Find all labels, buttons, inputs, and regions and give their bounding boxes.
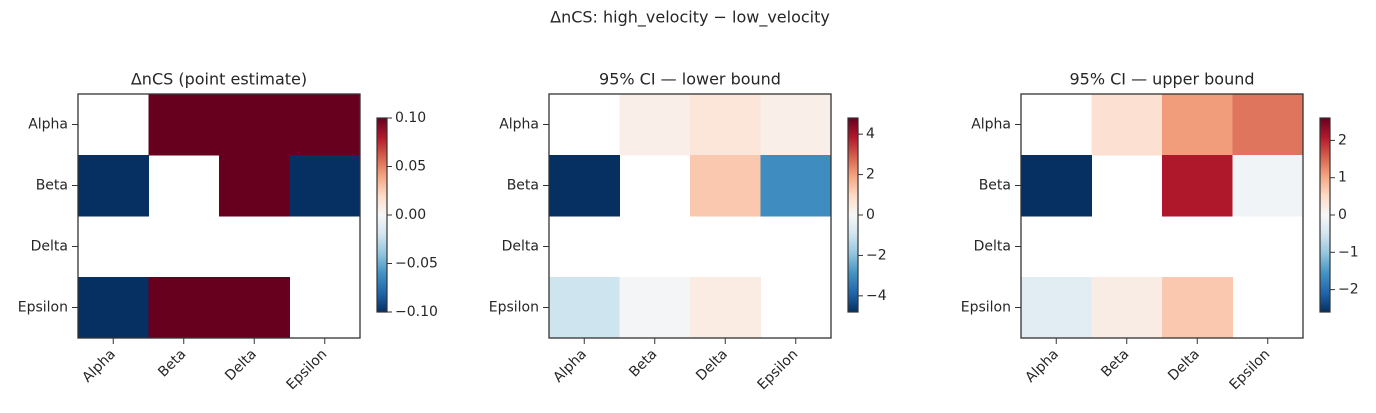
heatmap-cell xyxy=(760,155,832,217)
colorbar-tick-label: −2 xyxy=(866,247,887,263)
heatmap-cell xyxy=(549,277,620,339)
x-tick-label: Beta xyxy=(155,346,189,380)
heatmap-cell xyxy=(78,277,149,339)
axes-frame xyxy=(548,93,832,339)
heatmap-cell xyxy=(1232,155,1304,217)
heatmap-cell xyxy=(1091,94,1163,156)
y-tick-label: Delta xyxy=(31,239,68,255)
colorbar-tick-label: 1 xyxy=(1338,170,1347,186)
y-tick-label: Epsilon xyxy=(489,300,539,316)
axes-title: ΔnCS (point estimate) xyxy=(131,70,307,89)
heatmap-cell xyxy=(148,277,220,339)
colorbar-tick-label: −0.05 xyxy=(395,256,438,272)
y-tick-label: Epsilon xyxy=(961,300,1011,316)
axes-title: 95% CI — upper bound xyxy=(1069,70,1254,89)
heatmap-cell xyxy=(1232,94,1304,156)
heatmap-cell xyxy=(289,94,361,156)
heatmap-cell xyxy=(549,155,620,217)
heatmap-cell xyxy=(1162,155,1233,217)
y-tick-label: Beta xyxy=(507,178,539,194)
colorbar-tick-label: 0.05 xyxy=(395,159,426,175)
colorbar xyxy=(847,117,859,313)
heatmap-cell xyxy=(690,94,761,156)
y-tick-label: Delta xyxy=(502,239,539,255)
colorbar-tick-label: 0 xyxy=(866,207,875,223)
heatmap-cell xyxy=(219,94,290,156)
heatmap-cell xyxy=(1162,277,1233,339)
y-tick-label: Delta xyxy=(974,239,1011,255)
colorbar-tick-label: −2 xyxy=(1338,282,1359,298)
heatmap-cell xyxy=(619,94,691,156)
x-tick-label: Delta xyxy=(222,346,260,384)
heatmap-cell xyxy=(289,155,361,217)
heatmap-cell xyxy=(1021,155,1092,217)
heatmap-cell xyxy=(619,277,691,339)
x-tick-label: Beta xyxy=(1098,346,1132,380)
heatmap-cell xyxy=(690,155,761,217)
x-tick-label: Epsilon xyxy=(755,346,802,393)
colorbar-tick-label: −0.10 xyxy=(395,304,438,320)
figure-title: ΔnCS: high_velocity − low_velocity xyxy=(550,8,830,28)
colorbar-tick-label: 0.00 xyxy=(395,207,426,223)
x-tick-label: Epsilon xyxy=(284,346,331,393)
y-tick-label: Alpha xyxy=(499,117,539,133)
colorbar-tick-label: 0.10 xyxy=(395,110,426,126)
heatmap-cell xyxy=(148,94,220,156)
y-tick-label: Alpha xyxy=(971,117,1011,133)
x-tick-label: Delta xyxy=(1165,346,1203,384)
y-tick-label: Beta xyxy=(979,178,1011,194)
colorbar-tick-label: 2 xyxy=(866,167,875,183)
x-tick-label: Alpha xyxy=(79,346,118,385)
y-tick-label: Beta xyxy=(36,178,68,194)
heatmap-cell xyxy=(1021,277,1092,339)
colorbar-tick-label: −4 xyxy=(866,288,887,304)
heatmap-cell xyxy=(690,277,761,339)
x-tick-label: Alpha xyxy=(1022,346,1061,385)
heatmap-cell xyxy=(1162,94,1233,156)
x-tick-label: Beta xyxy=(626,346,660,380)
colorbar xyxy=(376,117,388,313)
heatmap-cell xyxy=(760,94,832,156)
x-tick-label: Epsilon xyxy=(1227,346,1274,393)
heatmap-cell xyxy=(78,155,149,217)
colorbar-tick-label: 2 xyxy=(1338,132,1347,148)
axes-title: 95% CI — lower bound xyxy=(599,70,781,89)
colorbar-tick-label: 0 xyxy=(1338,207,1347,223)
colorbar xyxy=(1319,117,1331,313)
x-tick-label: Alpha xyxy=(550,346,589,385)
axes-frame xyxy=(1020,93,1304,339)
colorbar-tick-label: 4 xyxy=(866,126,875,142)
y-tick-label: Alpha xyxy=(28,117,68,133)
heatmap-cell xyxy=(219,155,290,217)
heatmap-cell xyxy=(1091,277,1163,339)
x-tick-label: Delta xyxy=(693,346,731,384)
y-tick-label: Epsilon xyxy=(18,300,68,316)
axes-frame xyxy=(77,93,361,339)
colorbar-tick-label: −1 xyxy=(1338,244,1359,260)
heatmap-cell xyxy=(219,277,290,339)
